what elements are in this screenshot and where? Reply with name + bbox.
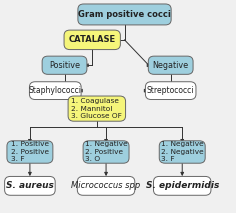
Text: 1. Negative
2. Negative
3. F: 1. Negative 2. Negative 3. F (161, 141, 203, 163)
FancyBboxPatch shape (68, 96, 126, 121)
Text: Micrococcus spp: Micrococcus spp (72, 181, 141, 190)
Text: CATALASE: CATALASE (69, 35, 116, 44)
Text: Streptococci: Streptococci (147, 86, 194, 95)
FancyBboxPatch shape (159, 141, 205, 163)
FancyBboxPatch shape (153, 176, 211, 195)
Text: S. epidermidis: S. epidermidis (146, 181, 219, 190)
Text: Negative: Negative (153, 61, 189, 70)
FancyBboxPatch shape (77, 176, 135, 195)
FancyBboxPatch shape (145, 82, 196, 99)
Text: 1. Negative
2. Positive
3. O: 1. Negative 2. Positive 3. O (85, 141, 127, 163)
FancyBboxPatch shape (30, 82, 81, 99)
Text: Gram positive cocci: Gram positive cocci (78, 10, 171, 19)
FancyBboxPatch shape (78, 4, 171, 25)
FancyBboxPatch shape (7, 141, 53, 163)
FancyBboxPatch shape (83, 141, 129, 163)
Text: S. aureus: S. aureus (6, 181, 54, 190)
FancyBboxPatch shape (64, 30, 120, 50)
FancyBboxPatch shape (148, 56, 193, 74)
Text: Staphylococci: Staphylococci (29, 86, 82, 95)
FancyBboxPatch shape (42, 56, 87, 74)
Text: 1. Coagulase
2. Mannitol
3. Glucose OF: 1. Coagulase 2. Mannitol 3. Glucose OF (72, 98, 122, 119)
Text: Positive: Positive (49, 61, 80, 70)
FancyBboxPatch shape (5, 176, 55, 195)
Text: 1. Positive
2. Positive
3. F: 1. Positive 2. Positive 3. F (11, 141, 49, 163)
